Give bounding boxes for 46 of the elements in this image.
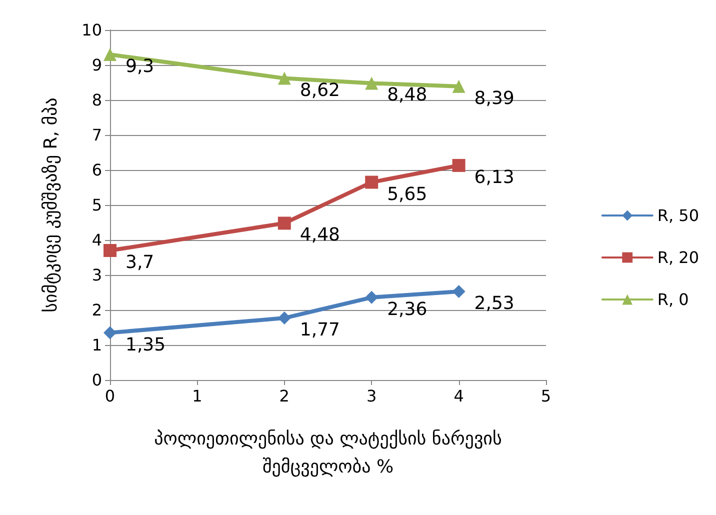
point bbox=[278, 216, 291, 230]
data-label: 1,77 bbox=[300, 320, 340, 341]
point bbox=[278, 72, 291, 85]
point bbox=[452, 158, 466, 172]
point bbox=[365, 176, 378, 189]
data-label: 8,62 bbox=[300, 80, 340, 101]
y-tick-label: 9 bbox=[92, 56, 102, 74]
data-label: 5,65 bbox=[387, 184, 428, 205]
x-tick-label: 5 bbox=[540, 386, 552, 406]
y-tick-label: 8 bbox=[92, 90, 102, 110]
legend-label: R, 50 bbox=[657, 206, 700, 225]
y-tick-label: 1 bbox=[92, 336, 102, 354]
point bbox=[365, 76, 378, 90]
data-label: 8,48 bbox=[387, 84, 428, 106]
x-tick-label: 0 bbox=[104, 386, 116, 406]
point bbox=[104, 48, 116, 61]
y-tick-label: 5 bbox=[92, 196, 102, 214]
data-label: 8,39 bbox=[474, 88, 514, 109]
x-tick-label: 2 bbox=[279, 386, 290, 406]
data-label: 1,35 bbox=[126, 334, 166, 356]
x-axis-title: პოლიეთილენისა და ლატექსის ნარევის შემცველობა % bbox=[154, 428, 502, 478]
y-tick-label: 4 bbox=[92, 230, 102, 250]
point bbox=[278, 312, 291, 325]
point bbox=[365, 290, 378, 304]
y-tick-label: 3 bbox=[92, 266, 102, 284]
point bbox=[104, 326, 116, 340]
x-tick-label: 3 bbox=[366, 386, 377, 406]
legend-label: R, 20 bbox=[657, 248, 700, 267]
data-label: 2,36 bbox=[387, 298, 428, 320]
data-label: 2,53 bbox=[474, 292, 514, 314]
legend-label: R, 0 bbox=[657, 290, 689, 309]
y-tick-label: 6 bbox=[92, 160, 102, 180]
point bbox=[452, 80, 466, 93]
data-label: 6,13 bbox=[474, 166, 514, 188]
point bbox=[104, 244, 116, 257]
data-label: 3,7 bbox=[126, 252, 154, 273]
data-label: 9,3 bbox=[126, 56, 154, 77]
x-tick-label: 1 bbox=[192, 386, 202, 406]
y-tick-label: 2 bbox=[92, 300, 102, 320]
point bbox=[452, 284, 466, 298]
x-tick-label: 4 bbox=[454, 386, 464, 406]
y-axis-title: სიმტკიცე კუმშვაზე R, მპა bbox=[40, 98, 62, 312]
data-label: 4,48 bbox=[300, 224, 340, 246]
y-tick-label: 7 bbox=[92, 126, 102, 144]
y-tick-label: 0 bbox=[92, 370, 102, 390]
y-tick-label: 10 bbox=[82, 20, 102, 40]
